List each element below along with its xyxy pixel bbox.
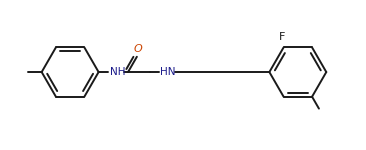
Text: NH: NH (111, 67, 126, 77)
Text: F: F (279, 32, 285, 42)
Text: O: O (134, 44, 142, 54)
Text: HN: HN (160, 67, 176, 77)
